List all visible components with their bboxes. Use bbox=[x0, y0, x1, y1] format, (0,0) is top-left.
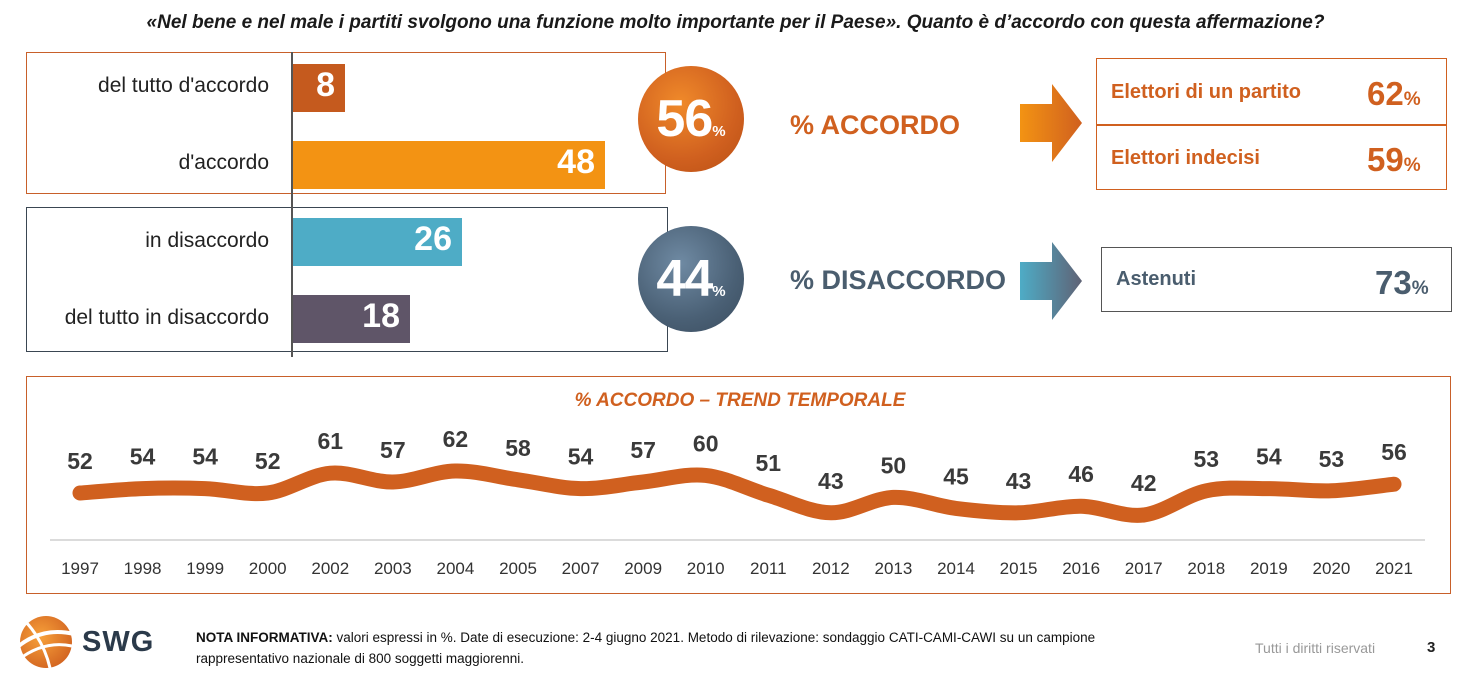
trend-year-tick: 2012 bbox=[812, 559, 850, 578]
trend-year-tick: 2016 bbox=[1062, 559, 1100, 578]
swg-logo-icon bbox=[12, 616, 75, 669]
bar-fully-agree: 8 bbox=[293, 64, 345, 112]
trend-data-label: 46 bbox=[1068, 461, 1094, 487]
page-number: 3 bbox=[1427, 639, 1436, 656]
bar-label-disagree: in disaccordo bbox=[145, 229, 269, 252]
party-voters-pct: % bbox=[1403, 89, 1421, 110]
bar-disagree: 26 bbox=[293, 218, 462, 266]
bar-agree: 48 bbox=[293, 141, 605, 189]
trend-data-label: 60 bbox=[693, 430, 719, 456]
trend-data-label: 54 bbox=[568, 444, 594, 470]
trend-data-label: 52 bbox=[67, 448, 93, 474]
trend-year-tick: 2017 bbox=[1125, 559, 1163, 578]
trend-title: % ACCORDO – TREND TEMPORALE bbox=[574, 390, 906, 411]
trend-year-tick: 2019 bbox=[1250, 559, 1288, 578]
undecided-voters-number: 59 bbox=[1367, 141, 1404, 178]
trend-data-label: 58 bbox=[505, 435, 531, 461]
trend-year-tick: 1998 bbox=[124, 559, 162, 578]
trend-year-tick: 2011 bbox=[750, 559, 787, 578]
trend-data-label: 45 bbox=[943, 463, 969, 489]
bar-value: 26 bbox=[414, 220, 452, 258]
trend-year-tick: 2013 bbox=[875, 559, 913, 578]
trend-data-label: 53 bbox=[1193, 446, 1219, 472]
agree-total-pct: % bbox=[712, 123, 726, 140]
disagree-tag: % DISACCORDO bbox=[790, 265, 1007, 295]
party-voters-number: 62 bbox=[1367, 75, 1404, 112]
trend-data-label: 43 bbox=[1006, 468, 1032, 494]
trend-data-label: 52 bbox=[255, 448, 281, 474]
abstain-number: 73 bbox=[1375, 264, 1412, 301]
trend-data-label: 43 bbox=[818, 468, 844, 494]
trend-data-label: 54 bbox=[1256, 444, 1282, 470]
bar-label-fully-agree: del tutto d'accordo bbox=[98, 74, 269, 97]
trend-year-tick: 2010 bbox=[687, 559, 725, 578]
trend-data-label: 61 bbox=[317, 428, 343, 454]
trend-year-tick: 2002 bbox=[311, 559, 349, 578]
trend-year-tick: 1999 bbox=[186, 559, 224, 578]
footer-note-label: NOTA INFORMATIVA: bbox=[196, 630, 333, 645]
footer-note: NOTA INFORMATIVA: valori espressi in %. … bbox=[196, 627, 1156, 669]
disagree-total-value: 44 bbox=[656, 250, 713, 308]
survey-question: «Nel bene e nel male i partiti svolgono … bbox=[146, 12, 1325, 33]
trend-data-label: 54 bbox=[192, 444, 218, 470]
trend-year-tick: 2004 bbox=[437, 559, 475, 578]
trend-data-label: 57 bbox=[630, 437, 656, 463]
trend-year-tick: 2005 bbox=[499, 559, 537, 578]
trend-line bbox=[72, 463, 1402, 523]
bar-value: 48 bbox=[557, 143, 595, 181]
trend-data-label: 42 bbox=[1131, 470, 1157, 496]
trend-box bbox=[26, 376, 1451, 594]
bar-label-agree: d'accordo bbox=[178, 151, 269, 174]
abstain-box: Astenuti 73% bbox=[1101, 247, 1452, 312]
trend-year-tick: 2009 bbox=[624, 559, 662, 578]
disagree-total-pct: % bbox=[712, 283, 726, 300]
trend-data-label: 57 bbox=[380, 437, 406, 463]
undecided-voters-label: Elettori indecisi bbox=[1111, 147, 1260, 169]
bar-fully-disagree: 18 bbox=[293, 295, 410, 343]
abstain-value: 73% bbox=[1375, 264, 1429, 302]
trend-year-tick: 2018 bbox=[1187, 559, 1225, 578]
abstain-label: Astenuti bbox=[1116, 268, 1196, 290]
trend-data-label: 50 bbox=[881, 452, 907, 478]
undecided-voters-value: 59% bbox=[1367, 141, 1421, 179]
trend-year-tick: 1997 bbox=[61, 559, 99, 578]
agree-tag: % ACCORDO bbox=[790, 110, 961, 140]
bar-value: 18 bbox=[362, 297, 400, 335]
agree-total-circle: 56% bbox=[638, 66, 744, 172]
party-voters-value: 62% bbox=[1367, 75, 1421, 113]
trend-data-label: 51 bbox=[755, 450, 781, 476]
bar-axis-line bbox=[291, 52, 293, 357]
undecided-voters-pct: % bbox=[1403, 155, 1421, 176]
trend-year-tick: 2000 bbox=[249, 559, 287, 578]
bar-value: 8 bbox=[316, 66, 335, 104]
trend-year-tick: 2021 bbox=[1375, 559, 1413, 578]
trend-data-label: 56 bbox=[1381, 439, 1407, 465]
trend-data-label: 54 bbox=[130, 444, 156, 470]
trend-year-tick: 2014 bbox=[937, 559, 975, 578]
abstain-pct: % bbox=[1411, 278, 1429, 299]
bar-label-fully-disagree: del tutto in disaccordo bbox=[64, 306, 269, 329]
footer-note-text: valori espressi in %. Date di esecuzione… bbox=[196, 630, 1096, 666]
agree-results-box: Elettori di un partito 62% Elettori inde… bbox=[1096, 58, 1447, 190]
swg-logo-text: SWG bbox=[82, 626, 155, 658]
agree-arrow-icon bbox=[1020, 84, 1082, 162]
trend-data-label: 62 bbox=[443, 426, 469, 452]
disagree-total-circle: 44% bbox=[638, 226, 744, 332]
rights-text: Tutti i diritti riservati bbox=[1255, 640, 1376, 656]
trend-year-tick: 2020 bbox=[1313, 559, 1351, 578]
trend-year-tick: 2007 bbox=[562, 559, 600, 578]
trend-year-tick: 2015 bbox=[1000, 559, 1038, 578]
trend-data-label: 53 bbox=[1319, 446, 1345, 472]
divider bbox=[1097, 124, 1446, 126]
party-voters-label: Elettori di un partito bbox=[1111, 81, 1301, 103]
trend-year-tick: 2003 bbox=[374, 559, 412, 578]
agree-total-value: 56 bbox=[656, 90, 713, 148]
disagree-arrow-icon bbox=[1020, 242, 1082, 320]
